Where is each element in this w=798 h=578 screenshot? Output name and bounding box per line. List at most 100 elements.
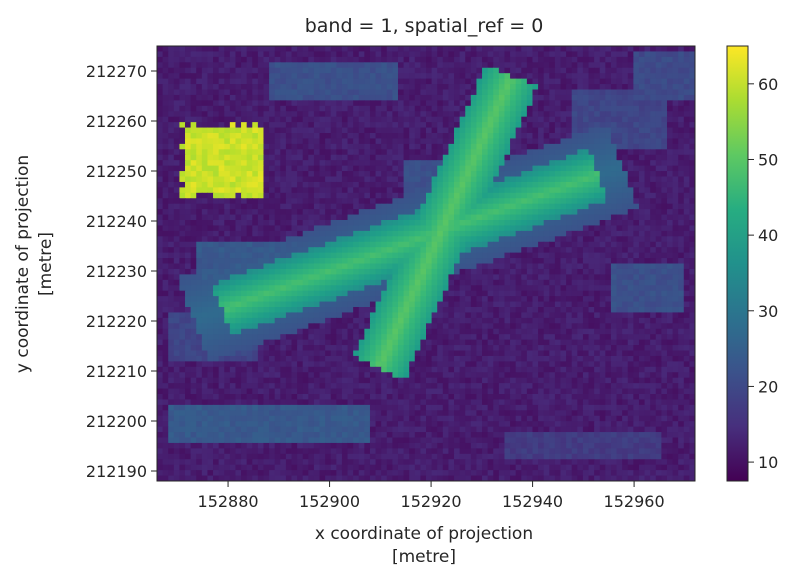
heatmap-cell: [375, 203, 382, 210]
heatmap-cell: [426, 176, 433, 183]
heatmap-cell: [381, 290, 388, 297]
heatmap-cell: [263, 230, 270, 237]
heatmap-cell: [560, 116, 567, 123]
heatmap-cell: [330, 62, 337, 69]
heatmap-cell: [571, 51, 578, 58]
heatmap-cell: [431, 263, 438, 270]
heatmap-cell: [571, 181, 578, 188]
heatmap-cell: [566, 78, 573, 85]
heatmap-cell: [162, 138, 169, 145]
heatmap-cell: [661, 301, 668, 308]
heatmap-cell: [269, 100, 276, 107]
heatmap-cell: [285, 263, 293, 270]
heatmap-cell: [420, 67, 427, 74]
heatmap-cell: [431, 133, 438, 140]
heatmap-cell: [369, 296, 377, 303]
heatmap-cell: [325, 301, 332, 308]
heatmap-cell: [532, 133, 539, 140]
heatmap-cell: [207, 133, 214, 140]
heatmap-cell: [157, 198, 164, 205]
heatmap-cell: [431, 160, 438, 167]
heatmap-cell: [532, 100, 539, 107]
heatmap-cell: [297, 154, 304, 161]
heatmap-cell: [269, 252, 276, 259]
heatmap-cell: [448, 73, 455, 80]
heatmap-cell: [291, 187, 298, 194]
heatmap-cell: [397, 187, 405, 194]
heatmap-cell: [369, 301, 377, 308]
heatmap-cell: [196, 312, 203, 319]
heatmap-cell: [347, 100, 354, 107]
heatmap-cell: [437, 149, 444, 156]
heatmap-cell: [465, 46, 472, 53]
heatmap-cell: [577, 290, 584, 297]
heatmap-cell: [465, 62, 472, 69]
heatmap-cell: [285, 111, 293, 118]
heatmap-cell: [196, 105, 203, 112]
heatmap-cell: [476, 62, 483, 69]
heatmap-cell: [263, 154, 270, 161]
heatmap-cell: [185, 220, 192, 227]
heatmap-cell: [678, 192, 685, 199]
heatmap-cell: [588, 46, 595, 53]
heatmap-cell: [476, 160, 483, 167]
heatmap-cell: [538, 73, 545, 80]
heatmap-cell: [627, 165, 634, 172]
heatmap-cell: [594, 111, 601, 118]
heatmap-cell: [532, 78, 539, 85]
heatmap-cell: [246, 165, 253, 172]
heatmap-cell: [560, 258, 567, 265]
heatmap-cell: [218, 84, 225, 91]
heatmap-cell: [313, 247, 321, 254]
heatmap-cell: [263, 94, 270, 101]
heatmap-cell: [521, 100, 528, 107]
heatmap-cell: [162, 143, 169, 150]
heatmap-cell: [599, 78, 606, 85]
heatmap-cell: [213, 67, 220, 74]
heatmap-cell: [313, 122, 321, 129]
heatmap-cell: [403, 214, 410, 221]
heatmap-cell: [622, 154, 629, 161]
heatmap-cell: [599, 312, 606, 319]
heatmap-cell: [498, 181, 506, 188]
heatmap-cell: [420, 94, 427, 101]
heatmap-cell: [207, 149, 214, 156]
heatmap-cell: [375, 116, 382, 123]
heatmap-cell: [599, 247, 606, 254]
heatmap-cell: [274, 127, 281, 134]
heatmap-cell: [470, 285, 478, 292]
heatmap-cell: [610, 84, 618, 91]
heatmap-cell: [347, 323, 354, 330]
heatmap-cell: [235, 56, 242, 63]
heatmap-cell: [616, 225, 623, 232]
heatmap-cell: [442, 46, 450, 53]
heatmap-cell: [566, 317, 573, 324]
heatmap-cell: [605, 105, 612, 112]
heatmap-cell: [582, 46, 590, 53]
heatmap-cell: [655, 176, 662, 183]
heatmap-cell: [661, 143, 668, 150]
heatmap-cell: [185, 236, 192, 243]
heatmap-cell: [560, 285, 567, 292]
heatmap-cell: [190, 46, 197, 53]
heatmap-cell: [672, 165, 679, 172]
heatmap-cell: [409, 149, 416, 156]
heatmap-cell: [459, 214, 466, 221]
heatmap-cell: [426, 214, 433, 221]
heatmap-cell: [650, 138, 657, 145]
heatmap-cell: [442, 78, 450, 85]
heatmap-cell: [313, 127, 321, 134]
heatmap-cell: [426, 105, 433, 112]
heatmap-cell: [431, 149, 438, 156]
heatmap-cell: [431, 225, 438, 232]
heatmap-cell: [313, 165, 321, 172]
heatmap-cell: [397, 279, 405, 286]
heatmap-cell: [498, 160, 506, 167]
heatmap-cell: [588, 138, 595, 145]
heatmap-cell: [285, 84, 293, 91]
heatmap-cell: [325, 274, 332, 281]
heatmap-cell: [157, 274, 164, 281]
heatmap-cell: [610, 89, 618, 96]
heatmap-cell: [420, 111, 427, 118]
heatmap-cell: [173, 198, 181, 205]
